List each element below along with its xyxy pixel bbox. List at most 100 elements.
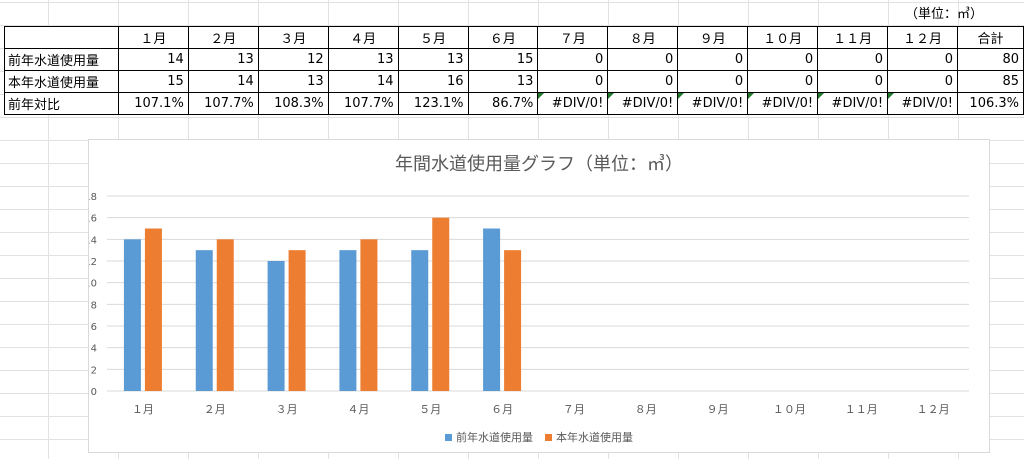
chart-legend: 前年水道使用量 本年水道使用量 [89, 429, 989, 445]
table-cell[interactable]: #DIV/0! [677, 92, 749, 115]
chart-title: 年間水道使用量グラフ（単位：㎥） [395, 154, 683, 175]
table-cell[interactable]: 13 [467, 70, 539, 93]
bar-prev-year [123, 239, 141, 391]
table-row: 前年水道使用量 14 13 12 13 13 15 0 0 0 0 0 0 80 [4, 48, 1024, 71]
table-cell[interactable]: 0 [537, 70, 609, 93]
table-cell[interactable]: 0 [677, 70, 749, 93]
chart-area[interactable]: 年間水道使用量グラフ（単位：㎥） 0 2 4 6 8 10 12 14 16 18 １月 ２月 ３月 ４月… [88, 139, 990, 453]
table-cell[interactable]: 0 [887, 48, 958, 71]
header-cell[interactable]: ６月 [467, 26, 539, 49]
header-cell[interactable]: ５月 [397, 26, 469, 49]
table-cell[interactable]: 14 [117, 48, 189, 71]
y-tick-label: 12 [89, 257, 97, 268]
header-cell[interactable]: ９月 [677, 26, 749, 49]
y-tick-label: 18 [89, 192, 97, 203]
header-cell[interactable]: ３月 [257, 26, 329, 49]
row-label[interactable]: 本年水道使用量 [4, 70, 119, 93]
header-cell[interactable]: 合計 [956, 26, 1024, 49]
header-cell[interactable]: １０月 [747, 26, 819, 49]
bar-prev-year [267, 261, 285, 391]
table-cell[interactable]: 0 [817, 48, 889, 71]
table-cell[interactable]: 0 [817, 70, 889, 93]
x-tick-label: ７月 [563, 403, 585, 416]
legend-item-prev: 前年水道使用量 [445, 429, 533, 445]
bar-curr-year [504, 250, 522, 391]
legend-swatch-curr [545, 433, 552, 441]
y-tick-label: 4 [91, 344, 97, 355]
row-label[interactable]: 前年水道使用量 [4, 48, 119, 71]
x-tick-label: ６月 [491, 403, 513, 416]
table-cell[interactable]: 15 [467, 48, 539, 71]
table-cell[interactable]: 0 [677, 48, 749, 71]
unit-note: （単位：㎥） [905, 7, 984, 22]
header-cell-blank[interactable] [4, 26, 119, 49]
table-cell[interactable]: 15 [117, 70, 189, 93]
header-cell[interactable]: ２月 [187, 26, 259, 49]
legend-label-curr: 本年水道使用量 [556, 431, 633, 444]
bar-prev-year [339, 250, 357, 391]
header-row: １月 ２月 ３月 ４月 ５月 ６月 ７月 ８月 ９月 １０月 １１月 １２月 合計 [4, 26, 1024, 49]
legend-item-curr: 本年水道使用量 [545, 429, 633, 445]
table-cell[interactable]: 0 [607, 48, 679, 71]
header-cell[interactable]: １月 [117, 26, 189, 49]
legend-swatch-prev [445, 433, 452, 441]
table-cell[interactable]: 107.7% [327, 92, 399, 115]
table-cell[interactable]: 86.7% [467, 92, 539, 115]
y-tick-label: 14 [89, 235, 97, 246]
table-cell[interactable]: 0 [537, 48, 609, 71]
table-cell[interactable]: #DIV/0! [747, 92, 819, 115]
x-tick-label: １０月 [773, 403, 806, 416]
table-cell[interactable]: 13 [397, 48, 469, 71]
bar-prev-year [411, 250, 429, 391]
bar-prev-year [483, 228, 501, 391]
table-cell[interactable]: #DIV/0! [607, 92, 679, 115]
table-cell[interactable]: 13 [187, 48, 259, 71]
table-row: 前年対比 107.1% 107.7% 108.3% 107.7% 123.1% 86.7% #… [4, 92, 1024, 115]
header-cell[interactable]: １２月 [887, 26, 958, 49]
x-tick-label: ３月 [276, 403, 298, 416]
x-tick-label: ４月 [347, 403, 369, 416]
table-cell[interactable]: #DIV/0! [887, 92, 958, 115]
bar-prev-year [195, 250, 213, 391]
header-cell[interactable]: ７月 [537, 26, 609, 49]
table-cell[interactable]: 13 [327, 48, 399, 71]
y-tick-label: 2 [91, 365, 97, 376]
table-cell[interactable]: 12 [257, 48, 329, 71]
table-cell[interactable]: 0 [747, 48, 819, 71]
y-tick-label: 10 [89, 279, 97, 290]
table-cell[interactable]: 107.7% [187, 92, 259, 115]
y-tick-label: 8 [91, 300, 97, 311]
bar-curr-year [216, 239, 234, 391]
bar-curr-year [360, 239, 378, 391]
table-cell[interactable]: 14 [327, 70, 399, 93]
table-cell[interactable]: 108.3% [257, 92, 329, 115]
x-tick-label: ８月 [635, 403, 657, 416]
table-cell[interactable]: 13 [257, 70, 329, 93]
table-cell[interactable]: #DIV/0! [817, 92, 889, 115]
x-tick-label: ９月 [707, 403, 729, 416]
data-table: １月 ２月 ３月 ４月 ５月 ６月 ７月 ８月 ９月 １０月 １１月 １２月 合計 前年水道使用量 14 13… [4, 26, 1024, 115]
table-cell[interactable]: 0 [747, 70, 819, 93]
table-cell[interactable]: 16 [397, 70, 469, 93]
table-cell[interactable]: 14 [187, 70, 259, 93]
table-cell[interactable]: #DIV/0! [537, 92, 609, 115]
header-cell[interactable]: ８月 [607, 26, 679, 49]
x-tick-label: ２月 [204, 403, 226, 416]
header-cell[interactable]: １１月 [817, 26, 889, 49]
x-tick-label: １２月 [917, 403, 950, 416]
table-cell[interactable]: 0 [887, 70, 958, 93]
table-cell[interactable]: 107.1% [117, 92, 189, 115]
legend-label-prev: 前年水道使用量 [456, 431, 533, 444]
table-row: 本年水道使用量 15 14 13 14 16 13 0 0 0 0 0 0 85 [4, 70, 1024, 93]
bar-curr-year [144, 228, 162, 391]
bar-curr-year [288, 250, 306, 391]
table-cell[interactable]: 80 [956, 48, 1024, 71]
header-cell[interactable]: ４月 [327, 26, 399, 49]
table-cell[interactable]: 123.1% [397, 92, 469, 115]
bar-chart: 0 2 4 6 8 10 12 14 16 18 １月 ２月 ３月 ４月 ５月 ６月 ７月 ８月 ９月 １０月 １１月 １… [89, 192, 969, 416]
bar-curr-year [432, 217, 450, 391]
row-label[interactable]: 前年対比 [4, 92, 119, 115]
table-cell[interactable]: 85 [956, 70, 1024, 93]
table-cell[interactable]: 0 [607, 70, 679, 93]
table-cell[interactable]: 106.3% [956, 92, 1024, 115]
